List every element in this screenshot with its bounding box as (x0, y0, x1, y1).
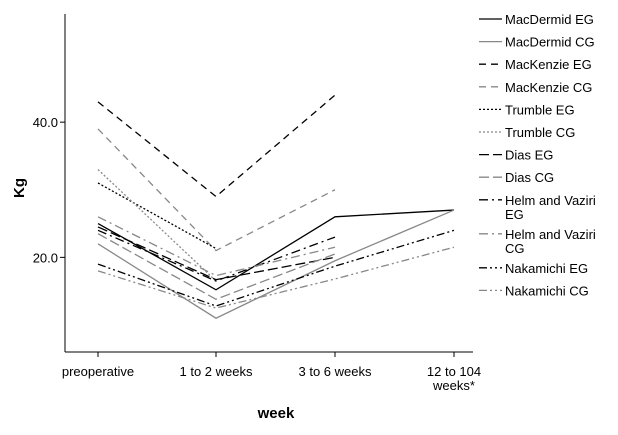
legend-label: MacKenzie CG (505, 80, 592, 95)
series-line (97, 128, 336, 252)
legend-label: MacDermid CG (505, 35, 595, 50)
y-tick-label: 20.0 (33, 250, 58, 265)
y-tick-label: 40.0 (33, 115, 58, 130)
legend-label: Nakamichi EG (505, 261, 588, 276)
legend-label: Dias EG (505, 148, 553, 163)
x-axis-title: week (257, 405, 295, 422)
legend-label: Trumble EG (505, 102, 575, 117)
y-axis-title: Kg (11, 178, 28, 198)
x-tick-label: preoperative (62, 364, 134, 379)
series-line (97, 246, 455, 309)
x-tick-label: 3 to 6 weeks (299, 364, 372, 379)
legend-label: Nakamichi CG (505, 283, 589, 298)
series-line (97, 182, 217, 250)
legend-label: Helm and Vaziri CG (505, 227, 596, 256)
series-line (97, 209, 455, 291)
legend-label: Helm and Vaziri EG (505, 193, 596, 222)
legend: MacDermid EG MacDermid CG MacKenzie EG MacK… (479, 12, 596, 298)
series-lines (97, 94, 455, 319)
legend-label: Trumble CG (505, 125, 575, 140)
legend-label: MacKenzie EG (505, 57, 592, 72)
x-tick-label: 12 to 104 weeks* (427, 364, 481, 393)
axes: 20.0 40.0 preoperative 1 to 2 weeks 3 to 6 w… (33, 14, 481, 393)
series-line (97, 216, 336, 277)
legend-label: Dias CG (505, 170, 554, 185)
series-line (97, 94, 336, 198)
series-line (97, 226, 336, 281)
series-line (97, 233, 336, 300)
series-line (97, 229, 336, 282)
legend-label: MacDermid EG (505, 12, 594, 27)
series-line (97, 169, 217, 282)
series-line (97, 209, 455, 319)
x-tick-label: 1 to 2 weeks (180, 364, 253, 379)
